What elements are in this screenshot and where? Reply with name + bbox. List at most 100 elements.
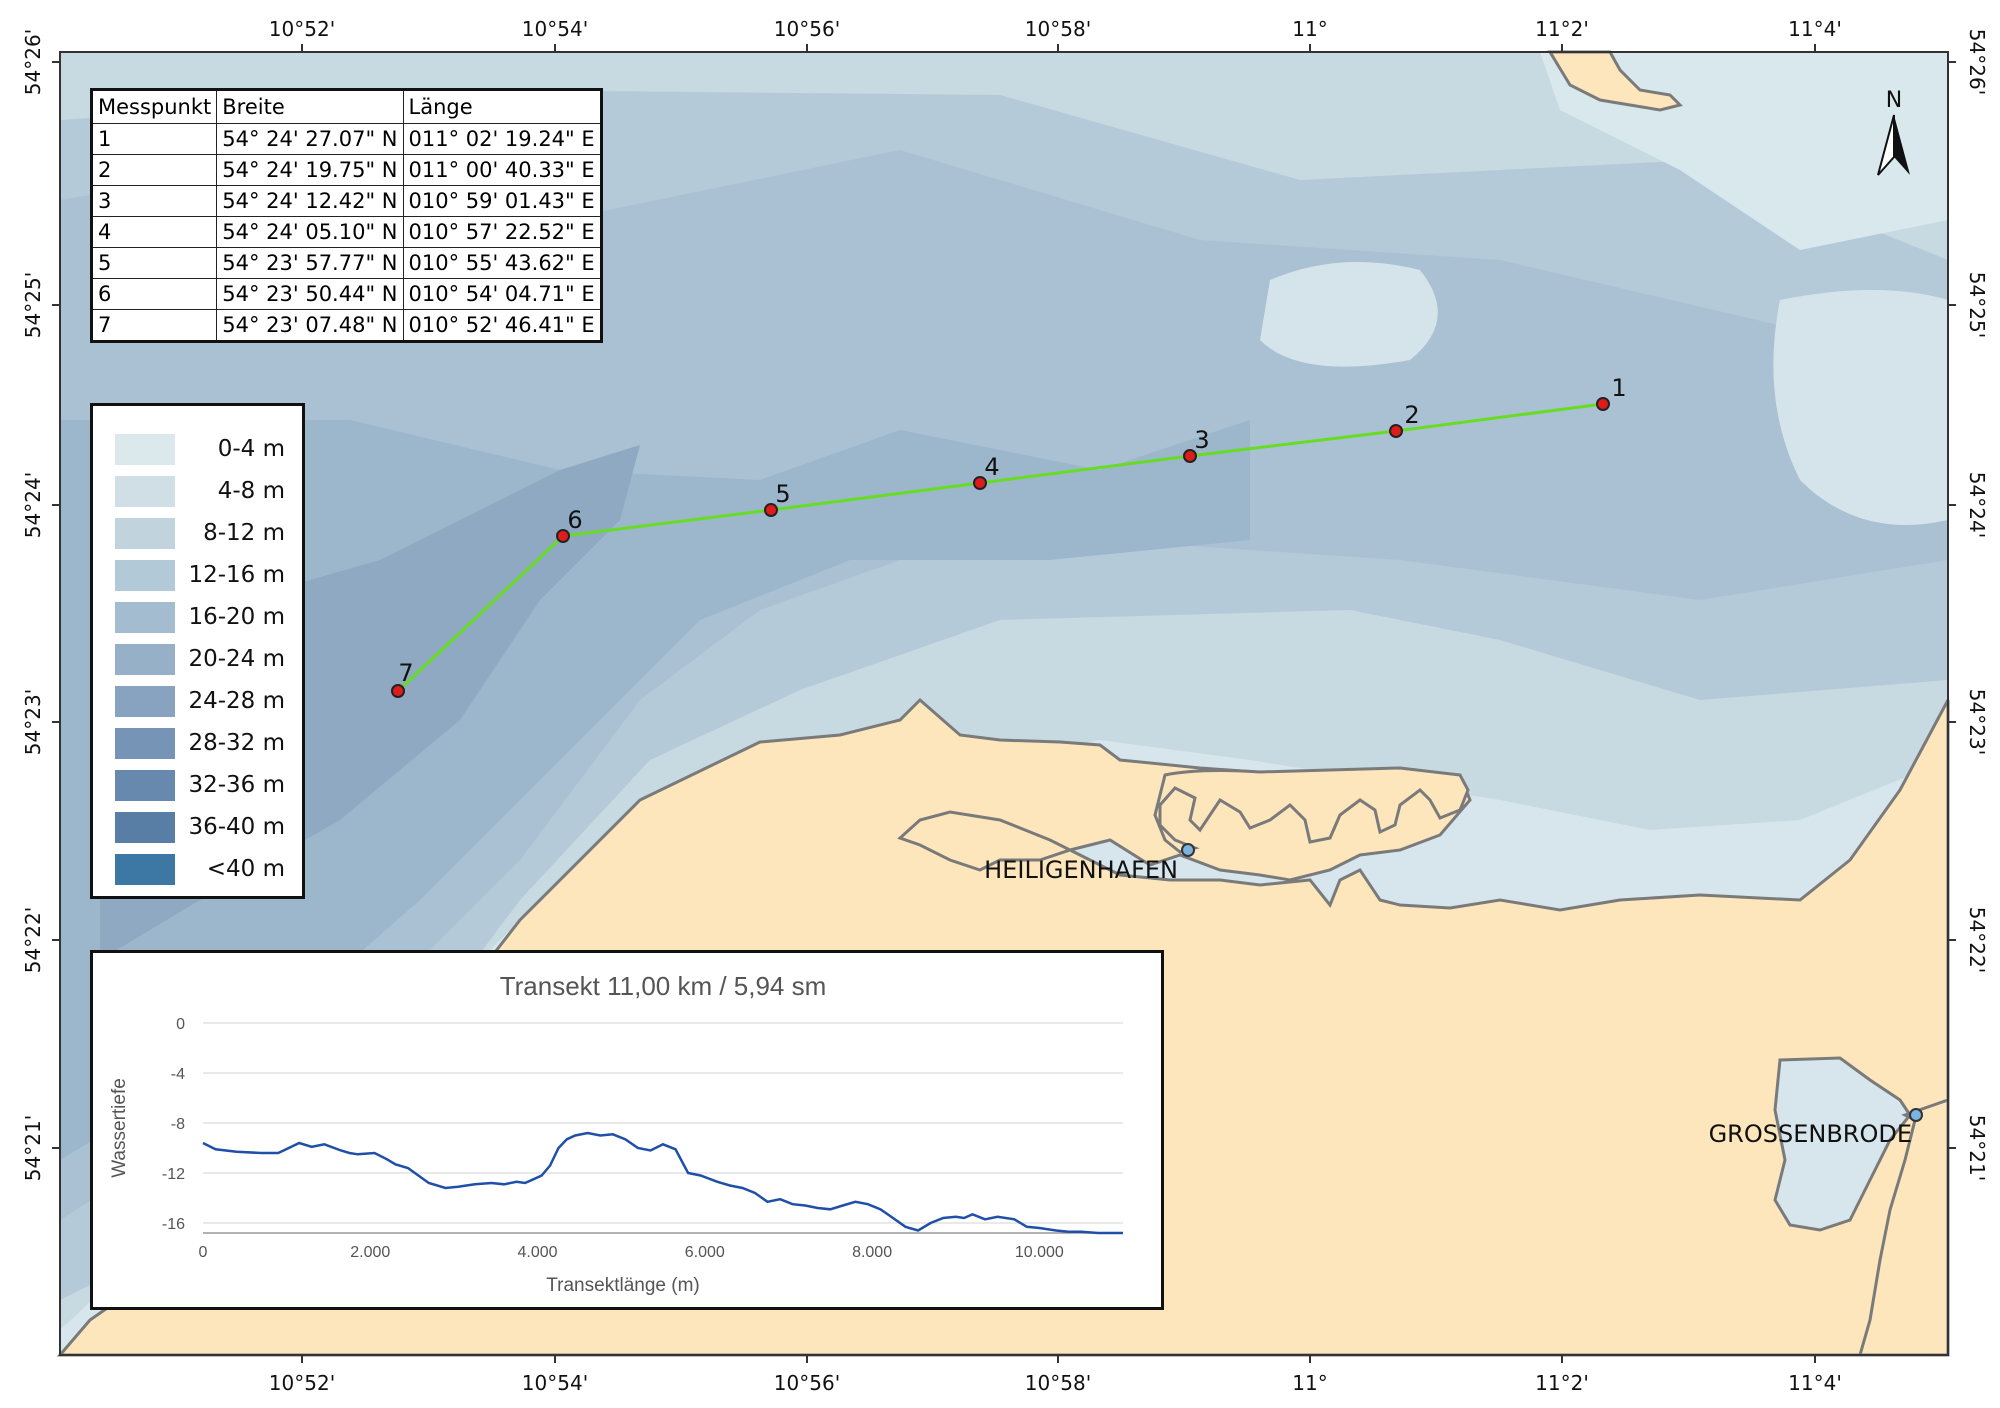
measure-point-label: 3 [1194,426,1209,454]
legend-swatch [115,643,175,675]
table-header-row: Messpunkt Breite Länge [90,89,602,124]
latitude-label-right: 54°21' [1965,1115,1989,1181]
y-tick-label: -4 [171,1066,185,1083]
table-row: 4 54° 24' 05.10" N 010° 57' 22.52" E [90,216,602,248]
table-row: 7 54° 23' 07.48" N 010° 52' 46.41" E [90,309,602,342]
legend-item: <40 m [115,848,302,890]
table-row: 3 54° 24' 12.42" N 010° 59' 01.43" E [90,185,602,217]
y-tick-label: 0 [176,1016,185,1033]
table-row: 5 54° 23' 57.77" N 010° 55' 43.62" E [90,247,602,279]
place-marker[interactable] [1181,843,1195,857]
legend-item: 24-28 m [115,680,302,722]
table-cell: 3 [90,185,218,217]
longitude-label-bottom: 10°54' [522,1371,588,1395]
latitude-label-right: 54°23' [1965,689,1989,755]
longitude-label-bottom: 11°4' [1788,1371,1842,1395]
legend-swatch [115,517,175,549]
longitude-label-top: 10°56' [774,17,840,41]
place-marker[interactable] [1909,1108,1923,1122]
column-header: Länge [402,89,602,124]
measure-point-label: 1 [1611,374,1626,402]
legend-item: 12-16 m [115,554,302,596]
measure-point-marker[interactable] [391,684,405,698]
table-cell: 54° 23' 07.48" N [216,309,404,342]
legend-label: 28-32 m [188,730,285,756]
y-tick-label: -16 [162,1216,185,1233]
legend-item: 28-32 m [115,722,302,764]
legend-label: 36-40 m [188,814,285,840]
latitude-label-right: 54°22' [1965,907,1989,973]
measure-point-marker[interactable] [1183,449,1197,463]
coordinates-table: Messpunkt Breite Länge 1 54° 24' 27.07" N… [90,88,603,343]
measure-point-marker[interactable] [1389,424,1403,438]
table-cell: 7 [90,309,218,342]
north-label: N [1886,88,1902,113]
legend-swatch [115,559,175,591]
legend-item: 32-36 m [115,764,302,806]
map-frame [59,51,1949,1356]
table-cell: 54° 24' 05.10" N [216,216,404,248]
measure-point-label: 2 [1404,401,1419,429]
latitude-label-right: 54°26' [1965,29,1989,95]
legend-item: 20-24 m [115,638,302,680]
measure-point-marker[interactable] [764,503,778,517]
table-row: 6 54° 23' 50.44" N 010° 54' 04.71" E [90,278,602,310]
legend-label: 32-36 m [188,772,285,798]
legend-label: 20-24 m [188,646,285,672]
table-cell: 010° 54' 04.71" E [402,278,602,310]
land-grossenbrode [1773,1056,1912,1232]
x-tick-label: 4.000 [518,1244,558,1261]
longitude-label-bottom: 10°58' [1025,1371,1091,1395]
x-tick-label: 0 [199,1244,208,1261]
longitude-label-bottom: 10°56' [774,1371,840,1395]
measure-point-marker[interactable] [556,529,570,543]
x-tick-label: 8.000 [852,1244,892,1261]
legend-label: <40 m [206,856,285,882]
y-axis-label: Wassertiefe [109,1078,130,1178]
measure-point-label: 4 [984,453,999,481]
y-tick-label: -8 [171,1116,185,1133]
legend-label: 12-16 m [188,562,285,588]
latitude-label-right: 54°24' [1965,472,1989,538]
latitude-label-left: 54°21' [21,1115,45,1181]
chart-title: Transekt 11,00 km / 5,94 sm [500,971,827,1001]
table-cell: 54° 24' 19.75" N [216,154,404,186]
legend-label: 4-8 m [217,478,285,504]
measure-point-marker[interactable] [973,476,987,490]
longitude-label-top: 10°54' [522,17,588,41]
longitude-label-top: 11°4' [1788,17,1842,41]
longitude-label-top: 10°52' [269,17,335,41]
land-heiligenhafen-spit [1153,766,1470,854]
legend-swatch [115,433,175,465]
table-row: 2 54° 24' 19.75" N 011° 00' 40.33" E [90,154,602,186]
x-axis-label: Transektlänge (m) [546,1275,699,1296]
x-tick-label: 2.000 [350,1244,390,1261]
latitude-label-left: 54°23' [21,689,45,755]
table-cell: 54° 24' 12.42" N [216,185,404,217]
place-label: GROSSENBRODE [1709,1120,1912,1148]
x-tick-label: 10.000 [1015,1244,1064,1261]
measure-point-label: 7 [398,659,413,687]
shallow-patch-north [1260,262,1438,367]
legend-item: 16-20 m [115,596,302,638]
measure-point-marker[interactable] [1596,397,1610,411]
y-tick-label: -12 [162,1166,185,1183]
legend-swatch [115,769,175,801]
land-north-spit [1547,50,1683,112]
table-row: 1 54° 24' 27.07" N 011° 02' 19.24" E [90,123,602,155]
table-cell: 54° 24' 27.07" N [216,123,404,155]
table-cell: 2 [90,154,218,186]
shallow-patch-east [1773,290,1948,525]
longitude-label-top: 11°2' [1535,17,1589,41]
table-cell: 5 [90,247,218,279]
table-cell: 6 [90,278,218,310]
legend-swatch [115,475,175,507]
legend-label: 8-12 m [203,520,285,546]
measure-point-label: 6 [567,506,582,534]
legend-label: 24-28 m [188,688,285,714]
transect-profile-chart: Transekt 11,00 km / 5,94 sm 0 -4 -8 -12 -16 0 2… [90,950,1164,1310]
latitude-label-left: 54°24' [21,472,45,538]
measure-point-label: 5 [775,480,790,508]
table-cell: 1 [90,123,218,155]
legend-item: 4-8 m [115,470,302,512]
